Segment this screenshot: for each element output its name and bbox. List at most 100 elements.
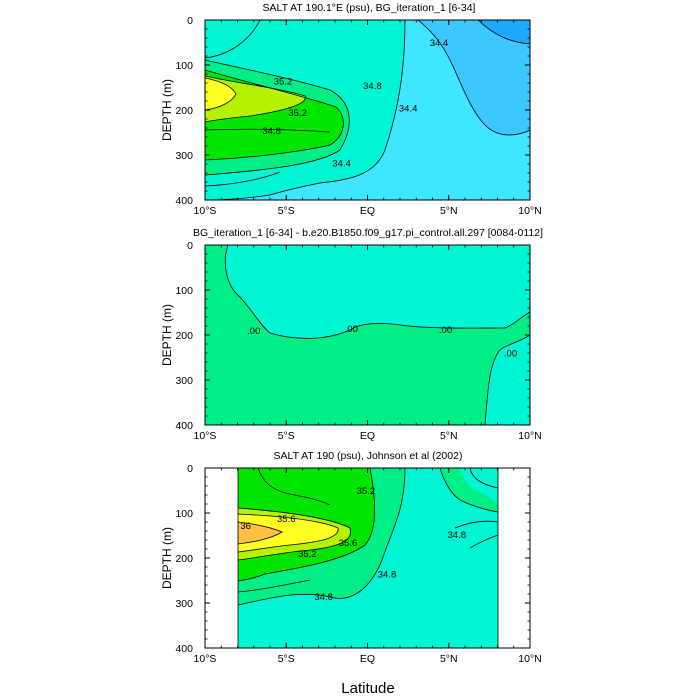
x-tick-label: EQ [360,430,375,442]
panel-2-contour-lines [224,245,530,425]
contour-label: 34.4 [332,159,351,170]
p3-line-34-8-curl [469,534,498,549]
p3-line-35-0-upper [257,468,331,506]
panel-2-title: BG_iteration_1 [6-34] - b.e20.B1850.f09_… [193,227,543,239]
panel-2-contour-fill [205,245,530,425]
panel-1-contour-labels: 35.2 35.2 34.8 34.8 34.4 34.4 34.4 [262,38,449,170]
p3-line-36 [238,521,283,545]
x-tick-label: 10°S [194,205,217,217]
panel-3-contour-labels: 35.2 35.6 36 35.6 35.2 34.8 34.8 34.8 [240,486,467,603]
contour-label: 36 [240,521,251,532]
y-tick-label: 200 [175,330,193,342]
p1-line-34-4-low [205,171,281,187]
p1-line-34-6-edge [205,20,261,59]
y-tick-label: 300 [175,375,193,387]
y-tick-label: 300 [175,150,193,162]
p3-line-35-8 [238,513,339,553]
y-tick-label: 100 [175,285,193,297]
x-tick-label: EQ [360,653,375,665]
p1-band-34-0 [478,20,530,44]
panel-3-salt-observed: SALT AT 190 (psu), Johnson et al (2002) [204,450,531,649]
contour-label: 34.8 [314,592,333,603]
p1-line-34-0 [477,20,530,45]
contour-label: 34.8 [262,126,281,137]
contour-label: 35.6 [339,538,358,549]
x-tick-label: 10°N [518,430,541,442]
p3-line-35-2 [238,468,376,582]
y-axis-title: DEPTH (m) [160,527,174,589]
p1-line-35-8 [205,75,306,123]
p3-line-34-8-right-small [469,468,498,489]
panel-3-contour-fill [238,468,498,648]
panel-3-title: SALT AT 190 (psu), Johnson et al (2002) [274,450,463,462]
y-tick-label: 200 [175,105,193,117]
contour-label: 35.2 [357,486,376,497]
contour-label: .00 [439,325,452,336]
panel-1-contour-lines [205,20,530,200]
panel-2-axes: 10°S 5°S EQ 5°N 10°N 0 100 200 300 400 DEPTH (m) [160,240,542,442]
contour-label: 34.8 [378,569,397,580]
x-tick-label: 10°S [194,430,217,442]
y-axis-title: DEPTH (m) [160,79,174,141]
p1-line-34-2 [417,20,530,136]
x-tick-label: 5°N [440,653,458,665]
p3-band-36 [238,522,282,544]
contour-label: 34.8 [363,81,382,92]
y-tick-label: 100 [175,60,193,72]
y-tick-label: 400 [175,643,193,655]
panel-2-difference: BG_iteration_1 [6-34] - b.e20.B1850.f09_… [193,227,543,426]
y-tick-label: 100 [175,508,193,520]
panel-3-axes: 10°S 5°S EQ 5°N 10°N 0 100 200 300 400 DEPTH (m) [160,463,542,665]
p1-line-36 [205,77,237,111]
x-tick-label: 10°N [518,205,541,217]
y-tick-label: 400 [175,420,193,432]
p1-line-34-4 [205,20,406,200]
panel-1-contour-fill [205,20,530,200]
p2-line-zero-upper [224,245,530,339]
x-tick-label: 10°N [518,653,541,665]
contour-label: 35.2 [274,76,293,87]
p3-line-35-6 [238,507,352,561]
panel-1-axes: 10°S 5°S EQ 5°N 10°N 0 100 200 300 400 DEPTH (m) [160,15,542,217]
p1-band-34-6-edge [205,20,260,58]
contour-label: .00 [504,349,517,360]
x-tick-label: EQ [360,205,375,217]
y-tick-label: 0 [187,240,193,252]
contour-label: .00 [247,326,260,337]
y-tick-label: 200 [175,553,193,565]
p1-line-34-8-lower [205,128,331,133]
p1-band-34-2 [418,20,530,135]
x-tick-label: 5°N [440,430,458,442]
panel-3-contour-lines [238,468,498,606]
contour-label: .00 [345,324,358,335]
y-tick-label: 0 [187,463,193,475]
y-tick-label: 0 [187,15,193,27]
x-axis-title: Latitude [341,680,394,697]
p3-line-34-8-mid [454,520,498,529]
p1-line-35-2 [205,59,350,176]
panel-2-contour-labels: .00 .00 .00 .00 [247,324,517,360]
contour-label: 34.8 [448,530,467,541]
p1-line-35-6 [205,69,344,161]
x-tick-label: 5°S [278,205,295,217]
contour-label: 35.6 [277,514,296,525]
contour-label: 34.4 [430,38,449,49]
p3-line-35-0-lower [238,579,311,593]
panel-1-salt-model: SALT AT 190.1°E (psu), BG_iteration_1 [6… [204,2,531,201]
x-tick-label: 5°N [440,205,458,217]
contour-label: 35.2 [298,549,317,560]
y-axis-title: DEPTH (m) [160,304,174,366]
p3-band-35-8 [238,514,339,552]
x-tick-label: 5°S [278,430,295,442]
contour-label: 35.2 [288,108,307,119]
x-tick-label: 10°S [194,653,217,665]
y-tick-label: 300 [175,598,193,610]
p2-band-positive [205,245,530,425]
panel-1-title: SALT AT 190.1°E (psu), BG_iteration_1 [6… [263,2,476,14]
contour-label: 34.4 [399,103,418,114]
p3-line-34-8-right [439,468,498,513]
p3-line-34-8 [238,468,406,606]
y-tick-label: 400 [175,195,193,207]
p2-line-zero-lower [484,334,530,425]
